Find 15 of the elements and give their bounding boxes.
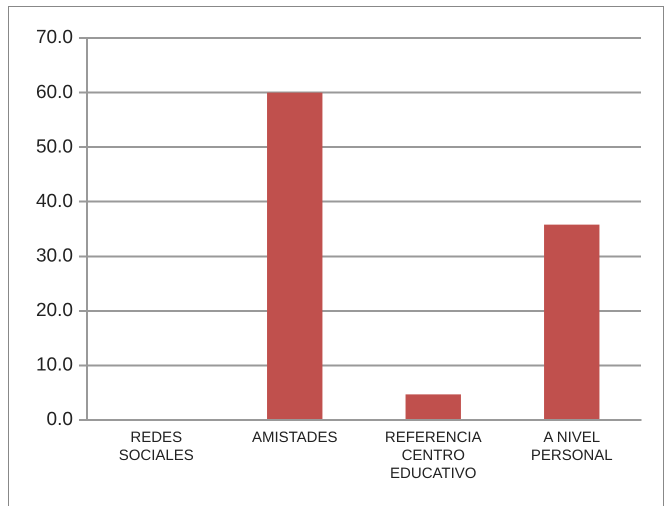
y-tick-label: 0.0: [46, 409, 73, 430]
y-tick-label: 50.0: [36, 136, 73, 158]
x-tick-label: A NIVEL PERSONAL: [530, 429, 613, 464]
bar: [267, 92, 322, 419]
y-tick-label: 60.0: [36, 82, 73, 103]
y-tick-label: 20.0: [36, 300, 73, 322]
x-tick-label: REFERENCIA CENTRO EDUCATIVO: [384, 429, 482, 482]
bar: [544, 224, 600, 419]
y-tick-label: 10.0: [36, 354, 73, 376]
x-tick-label: REDES SOCIALES: [118, 429, 194, 464]
x-tick-label: AMISTADES: [252, 429, 338, 446]
y-tick-label: 70.0: [36, 27, 73, 48]
y-tick-label: 40.0: [36, 190, 73, 212]
bar: [406, 394, 461, 419]
y-tick-label: 30.0: [36, 246, 73, 267]
